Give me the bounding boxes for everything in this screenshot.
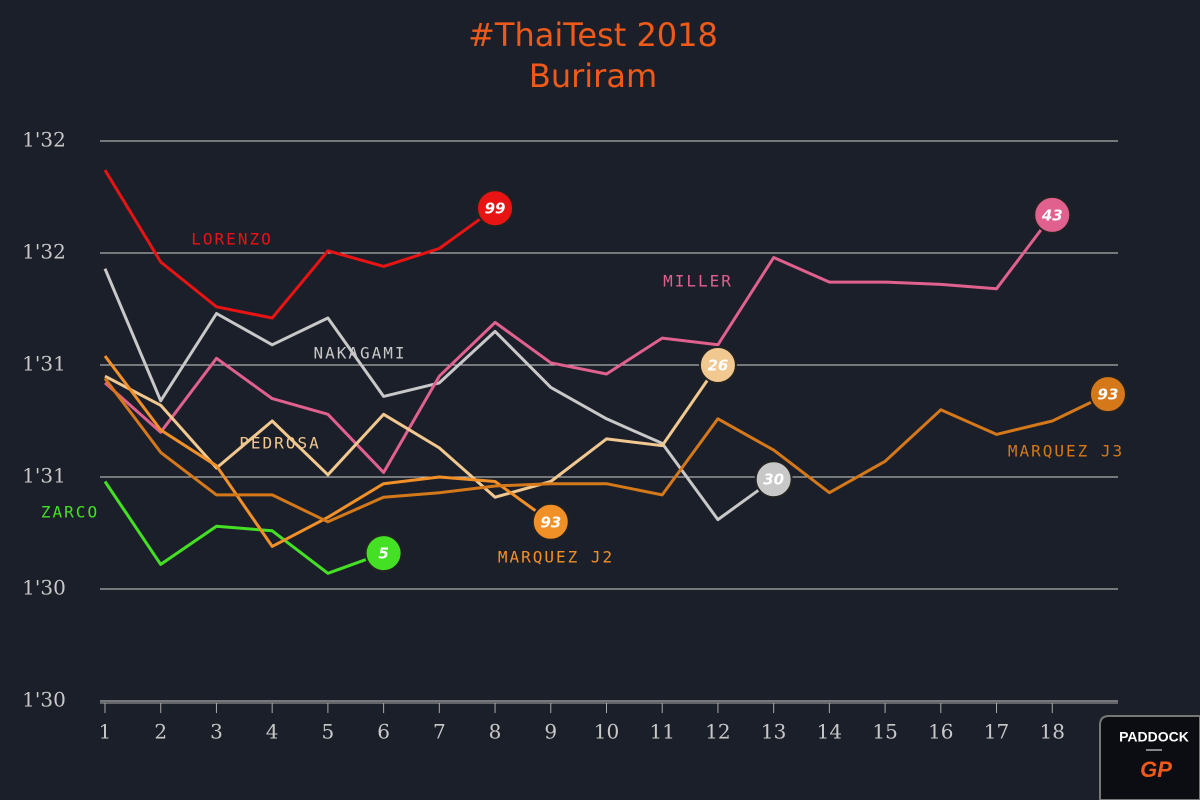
x-tick-label: 17 [984, 720, 1009, 744]
series-label: MARQUEZ J2 [498, 548, 614, 567]
badge-number: 5 [378, 545, 388, 563]
x-tick-label: 4 [266, 720, 279, 744]
series-line [103, 355, 552, 548]
y-tick-label: 1'31 [22, 464, 66, 488]
series-line [104, 364, 720, 499]
chart-title: #ThaiTest 2018 [468, 16, 718, 54]
x-tick-label: 1 [99, 720, 112, 744]
x-tick-label: 13 [761, 720, 786, 744]
series-label: ZARCO [41, 503, 99, 522]
badge-number: 99 [485, 200, 506, 218]
badge [1033, 195, 1072, 234]
badge [531, 502, 570, 541]
badge [1088, 375, 1127, 414]
series-label: MILLER [663, 272, 733, 291]
x-tick-label: 12 [705, 720, 730, 744]
x-tick-label: 8 [489, 720, 502, 744]
x-tick-label: 15 [872, 720, 897, 744]
badge-number: 26 [707, 357, 728, 375]
series-line [103, 377, 1109, 524]
badge-number: 93 [540, 513, 561, 531]
badge-number: 43 [1041, 206, 1063, 224]
logo-bottom: GP [1140, 757, 1172, 782]
y-tick-label: 1'32 [22, 240, 66, 264]
series-label: LORENZO [191, 230, 272, 249]
x-tick-label: 5 [322, 720, 335, 744]
badge [698, 346, 737, 384]
chart-subtitle: Buriram [529, 57, 657, 95]
y-tick-label: 1'30 [22, 688, 66, 712]
badge [476, 189, 515, 228]
logo-box [1099, 715, 1200, 800]
badge [754, 460, 793, 499]
badge-number: 93 [1098, 386, 1119, 404]
x-tick-label: 18 [1040, 720, 1065, 744]
x-tick-label: 11 [649, 720, 674, 744]
logo-top: PADDOCK [1119, 729, 1189, 745]
x-tick-label: 16 [928, 720, 953, 744]
series-label: MARQUEZ J3 [1008, 442, 1124, 461]
series-label: NAKAGAMI [313, 344, 406, 363]
y-tick-label: 1'31 [22, 352, 66, 376]
series-label: PEDROSA [239, 434, 320, 453]
y-tick-label: 1'32 [22, 128, 66, 152]
x-tick-label: 2 [154, 720, 167, 744]
badge-number: 30 [763, 471, 784, 489]
x-tick-label: 7 [433, 720, 446, 744]
series-line [104, 213, 1054, 474]
x-tick-label: 3 [210, 720, 223, 744]
x-tick-label: 9 [544, 720, 557, 744]
series-line [103, 480, 385, 575]
series-line [103, 169, 496, 320]
x-tick-label: 10 [594, 720, 619, 744]
x-tick-label: 6 [377, 720, 390, 744]
y-tick-label: 1'30 [22, 576, 66, 600]
x-tick-label: 14 [817, 720, 842, 744]
badge [364, 534, 403, 573]
